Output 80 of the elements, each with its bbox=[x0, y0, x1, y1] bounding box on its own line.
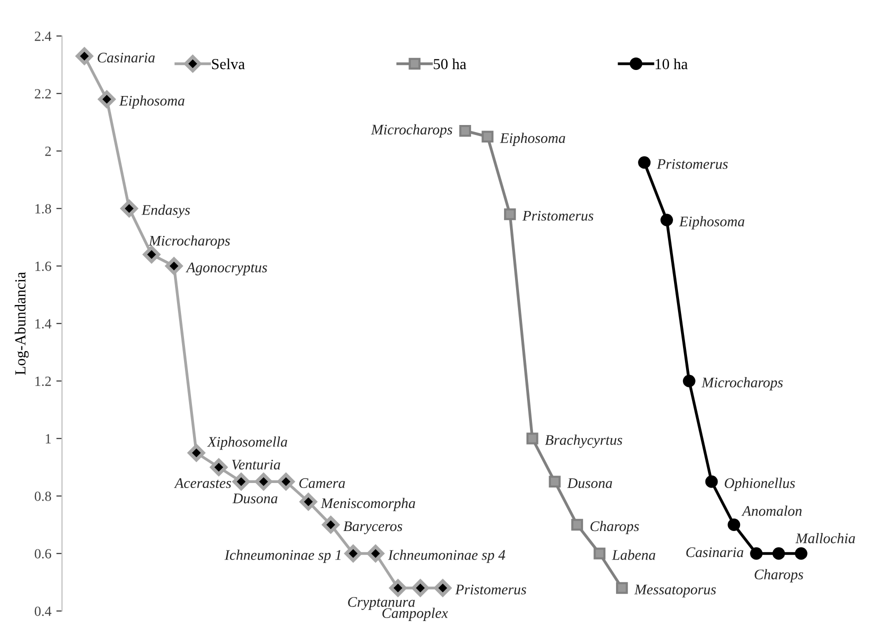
annotation: Ophionellus bbox=[724, 478, 795, 492]
point bbox=[772, 547, 785, 560]
point bbox=[728, 518, 740, 531]
point bbox=[232, 473, 250, 490]
point bbox=[389, 579, 407, 597]
point bbox=[594, 548, 606, 560]
point bbox=[504, 208, 516, 220]
annotation: Ichneumoninae sp 1 bbox=[224, 550, 340, 563]
annotation: Pristomerus bbox=[656, 159, 728, 169]
point bbox=[548, 476, 561, 488]
annotation: Baryceros bbox=[343, 521, 402, 534]
point bbox=[794, 547, 808, 560]
point bbox=[300, 493, 317, 510]
annotation: Pristomerus bbox=[455, 584, 526, 594]
annotation: Acerastes bbox=[174, 478, 232, 488]
y-tick-label: 1.8 bbox=[35, 204, 52, 214]
point bbox=[750, 547, 763, 560]
legend-label: 10 ha bbox=[656, 58, 688, 70]
annotation: Agonocryptus bbox=[186, 262, 268, 276]
point bbox=[322, 516, 340, 534]
point bbox=[188, 444, 205, 462]
y-tick-label: 1.2 bbox=[35, 376, 51, 386]
annotation: Brachycyrtus bbox=[544, 434, 622, 448]
annotation: Camera bbox=[299, 478, 345, 488]
annotation: Charops bbox=[754, 569, 804, 582]
annotation: Dusona bbox=[232, 494, 278, 504]
annotation: Microcharops bbox=[370, 124, 452, 138]
annotation: Endasys bbox=[142, 204, 190, 218]
legend-label: Selva bbox=[212, 58, 245, 70]
point bbox=[277, 473, 295, 490]
point bbox=[165, 257, 183, 275]
y-tick-label: 0.4 bbox=[34, 606, 52, 616]
point bbox=[210, 458, 228, 476]
annotation: Microcharops bbox=[701, 377, 783, 390]
point bbox=[76, 48, 94, 65]
point bbox=[638, 156, 651, 169]
annotation: Xiphosomella bbox=[207, 436, 288, 450]
point bbox=[660, 214, 673, 226]
point bbox=[616, 582, 628, 594]
annotation: Ichneumoninae sp 4 bbox=[388, 550, 506, 563]
annotation: Anomalon bbox=[741, 506, 802, 516]
annotation: Dusona bbox=[567, 478, 612, 488]
annotation: Casinaria bbox=[686, 547, 744, 558]
annotation: Microcharops bbox=[148, 235, 230, 249]
annotation: Mallochia bbox=[795, 533, 855, 544]
annotation: Messatoporus bbox=[634, 584, 716, 598]
annotation: Venturia bbox=[232, 460, 280, 470]
y-tick-label: 2.2 bbox=[34, 89, 51, 99]
y-axis-title: Log-Abundancia bbox=[14, 272, 29, 375]
y-tick-label: 2 bbox=[45, 146, 51, 156]
point bbox=[98, 90, 116, 108]
legend-label: 50 ha bbox=[434, 58, 466, 70]
annotation: Pristomerus bbox=[522, 210, 594, 221]
y-tick-label: 2.4 bbox=[34, 32, 52, 42]
point bbox=[434, 579, 452, 597]
annotation: Eiphosoma bbox=[119, 95, 184, 109]
y-tick-label: 0.8 bbox=[34, 492, 52, 502]
annotation: Meniscomorpha bbox=[320, 498, 416, 512]
y-tick-label: 0.6 bbox=[34, 549, 52, 559]
point bbox=[412, 579, 429, 597]
annotation: Casinaria bbox=[98, 52, 155, 63]
point bbox=[482, 130, 494, 143]
annotation: Charops bbox=[590, 520, 639, 534]
y-tick-label: 1 bbox=[46, 434, 51, 444]
point bbox=[344, 544, 362, 562]
point bbox=[366, 544, 384, 562]
point bbox=[120, 200, 138, 218]
point bbox=[705, 475, 718, 488]
point bbox=[254, 473, 272, 490]
point bbox=[682, 374, 696, 388]
annotation: Campoplex bbox=[382, 608, 448, 621]
annotation: Labena bbox=[612, 550, 656, 560]
point bbox=[459, 124, 472, 137]
point bbox=[526, 432, 538, 444]
annotation: Cryptanura bbox=[348, 597, 415, 610]
point bbox=[571, 518, 584, 531]
y-tick-label: 1.4 bbox=[35, 319, 52, 329]
annotation: Eiphosoma bbox=[500, 132, 566, 146]
y-tick-label: 1.6 bbox=[35, 262, 52, 272]
annotation: Eiphosoma bbox=[679, 216, 744, 230]
